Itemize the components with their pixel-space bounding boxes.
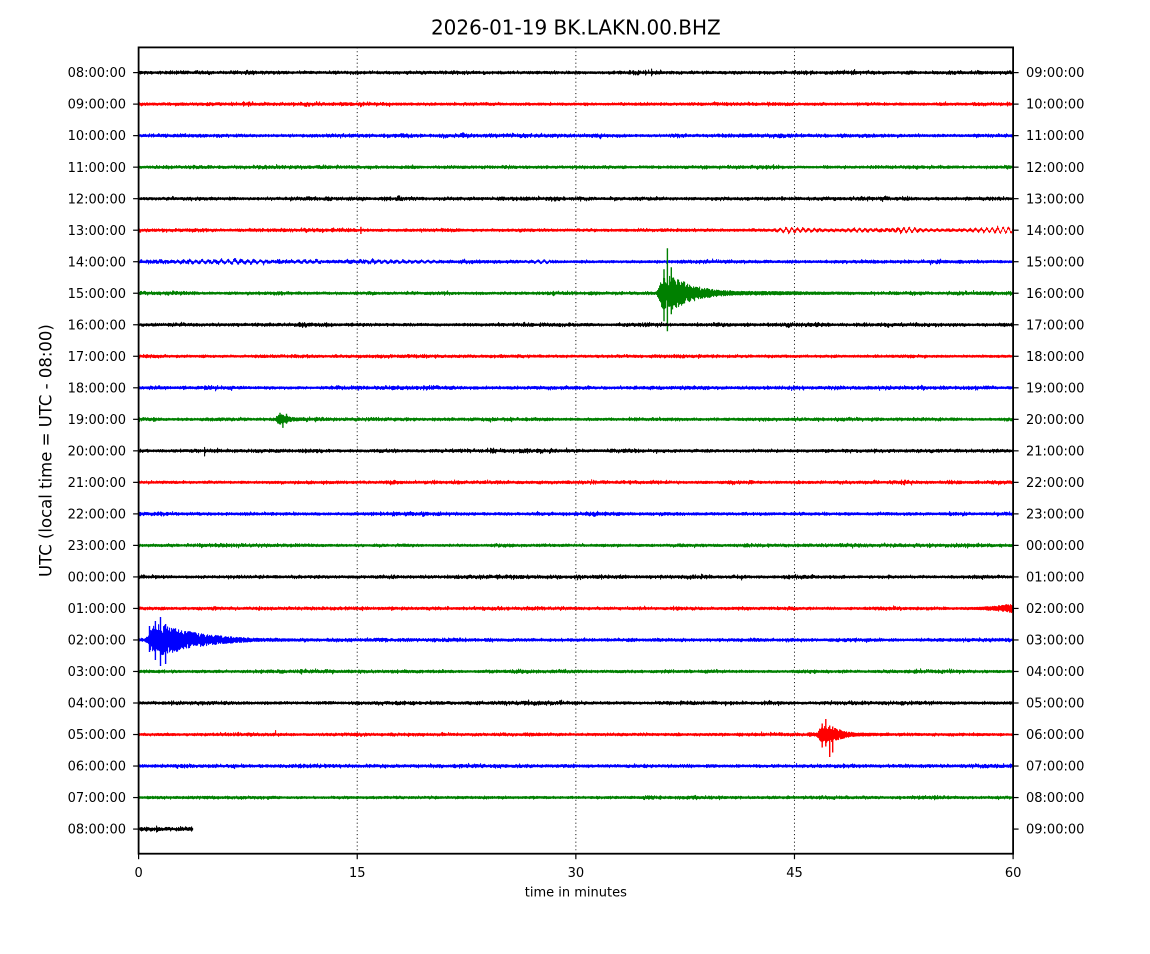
y-tick-label-local-14: 23:00:00	[1026, 507, 1084, 522]
y-tick-label-local-21: 06:00:00	[1026, 728, 1084, 743]
trace-row-08:00:00	[138, 825, 194, 833]
y-tick-label-local-2: 11:00:00	[1026, 129, 1084, 144]
y-tick-label-local-11: 20:00:00	[1026, 413, 1084, 428]
x-tick-label-0: 0	[134, 866, 142, 881]
trace-row-23:00:00	[138, 542, 1014, 549]
y-tick-label-utc-1: 09:00:00	[68, 98, 126, 113]
y-tick-label-local-20: 05:00:00	[1026, 697, 1084, 712]
y-tick-label-local-10: 19:00:00	[1026, 381, 1084, 396]
trace-row-10:00:00	[138, 132, 1014, 140]
trace-row-03:00:00	[138, 668, 1014, 675]
trace-spikes-05:00:00	[821, 719, 834, 757]
y-tick-label-utc-14: 22:00:00	[68, 507, 126, 522]
y-tick-label-local-1: 10:00:00	[1026, 98, 1084, 113]
trace-row-17:00:00	[138, 353, 1014, 360]
y-tick-label-utc-17: 01:00:00	[68, 602, 126, 617]
trace-row-16:00:00	[138, 321, 1014, 329]
y-tick-label-utc-7: 15:00:00	[68, 287, 126, 302]
y-tick-label-utc-6: 14:00:00	[68, 255, 126, 270]
trace-row-09:00:00	[138, 101, 1014, 108]
axes-layer: 0 15 30 45 60 08:00:00 09:00:00 09:00:00 10:00:0…	[68, 46, 1084, 881]
y-tick-label-local-19: 04:00:00	[1026, 665, 1084, 680]
y-tick-label-utc-9: 17:00:00	[68, 350, 126, 365]
y-tick-label-local-6: 15:00:00	[1026, 255, 1084, 270]
trace-row-13:00:00	[138, 225, 1014, 235]
y-tick-label-local-5: 14:00:00	[1026, 224, 1084, 239]
y-tick-label-local-16: 01:00:00	[1026, 571, 1084, 586]
x-axis-label: time in minutes	[525, 886, 627, 901]
y-tick-label-utc-8: 16:00:00	[68, 318, 126, 333]
trace-row-01:00:00	[138, 604, 1014, 614]
trace-spikes-19:00:00	[279, 412, 288, 428]
trace-spikes-02:00:00	[148, 617, 167, 666]
y-tick-label-local-8: 17:00:00	[1026, 318, 1084, 333]
x-tick-label-30: 30	[568, 866, 585, 881]
trace-row-14:00:00	[138, 257, 1014, 266]
y-tick-label-utc-23: 07:00:00	[68, 791, 126, 806]
x-tick-label-45: 45	[786, 866, 803, 881]
trace-row-05:00:00	[138, 725, 1014, 744]
y-tick-label-utc-15: 23:00:00	[68, 539, 126, 554]
y-axis-label: UTC (local time = UTC - 08:00)	[37, 324, 56, 577]
y-tick-label-local-4: 13:00:00	[1026, 192, 1084, 207]
y-tick-label-local-12: 21:00:00	[1026, 444, 1084, 459]
y-tick-label-utc-0: 08:00:00	[68, 66, 126, 81]
y-tick-label-utc-3: 11:00:00	[68, 161, 126, 176]
y-tick-label-local-24: 09:00:00	[1026, 823, 1084, 838]
y-tick-label-utc-22: 06:00:00	[68, 760, 126, 775]
y-tick-label-utc-13: 21:00:00	[68, 476, 126, 491]
y-tick-label-local-3: 12:00:00	[1026, 161, 1084, 176]
x-tick-label-60: 60	[1005, 866, 1022, 881]
y-tick-label-local-23: 08:00:00	[1026, 791, 1084, 806]
y-tick-label-utc-19: 03:00:00	[68, 665, 126, 680]
y-tick-label-local-17: 02:00:00	[1026, 602, 1084, 617]
trace-row-04:00:00	[138, 699, 1014, 707]
y-tick-label-utc-4: 12:00:00	[68, 192, 126, 207]
y-tick-label-local-9: 18:00:00	[1026, 350, 1084, 365]
y-tick-label-utc-11: 19:00:00	[68, 413, 126, 428]
y-tick-label-utc-16: 00:00:00	[68, 571, 126, 586]
y-tick-label-utc-18: 02:00:00	[68, 634, 126, 649]
y-tick-label-utc-24: 08:00:00	[68, 823, 126, 838]
y-tick-label-local-13: 22:00:00	[1026, 476, 1084, 491]
y-tick-label-local-7: 16:00:00	[1026, 287, 1084, 302]
trace-row-06:00:00	[138, 762, 1014, 770]
y-tick-label-utc-12: 20:00:00	[68, 444, 126, 459]
chart-title: 2026-01-19 BK.LAKN.00.BHZ	[431, 15, 721, 39]
trace-spikes-15:00:00	[663, 248, 672, 332]
y-tick-label-utc-5: 13:00:00	[68, 224, 126, 239]
y-tick-label-local-22: 07:00:00	[1026, 760, 1084, 775]
y-tick-label-local-0: 09:00:00	[1026, 66, 1084, 81]
y-tick-label-local-18: 03:00:00	[1026, 634, 1084, 649]
trace-row-21:00:00	[138, 479, 1014, 486]
y-tick-label-utc-21: 05:00:00	[68, 728, 126, 743]
y-tick-label-utc-20: 04:00:00	[68, 697, 126, 712]
y-tick-label-utc-10: 18:00:00	[68, 381, 126, 396]
trace-row-15:00:00	[138, 275, 1014, 310]
trace-layer	[138, 68, 1014, 833]
trace-row-00:00:00	[138, 573, 1014, 581]
x-tick-label-15: 15	[349, 866, 366, 881]
y-tick-label-utc-2: 10:00:00	[68, 129, 126, 144]
y-tick-label-local-15: 00:00:00	[1026, 539, 1084, 554]
